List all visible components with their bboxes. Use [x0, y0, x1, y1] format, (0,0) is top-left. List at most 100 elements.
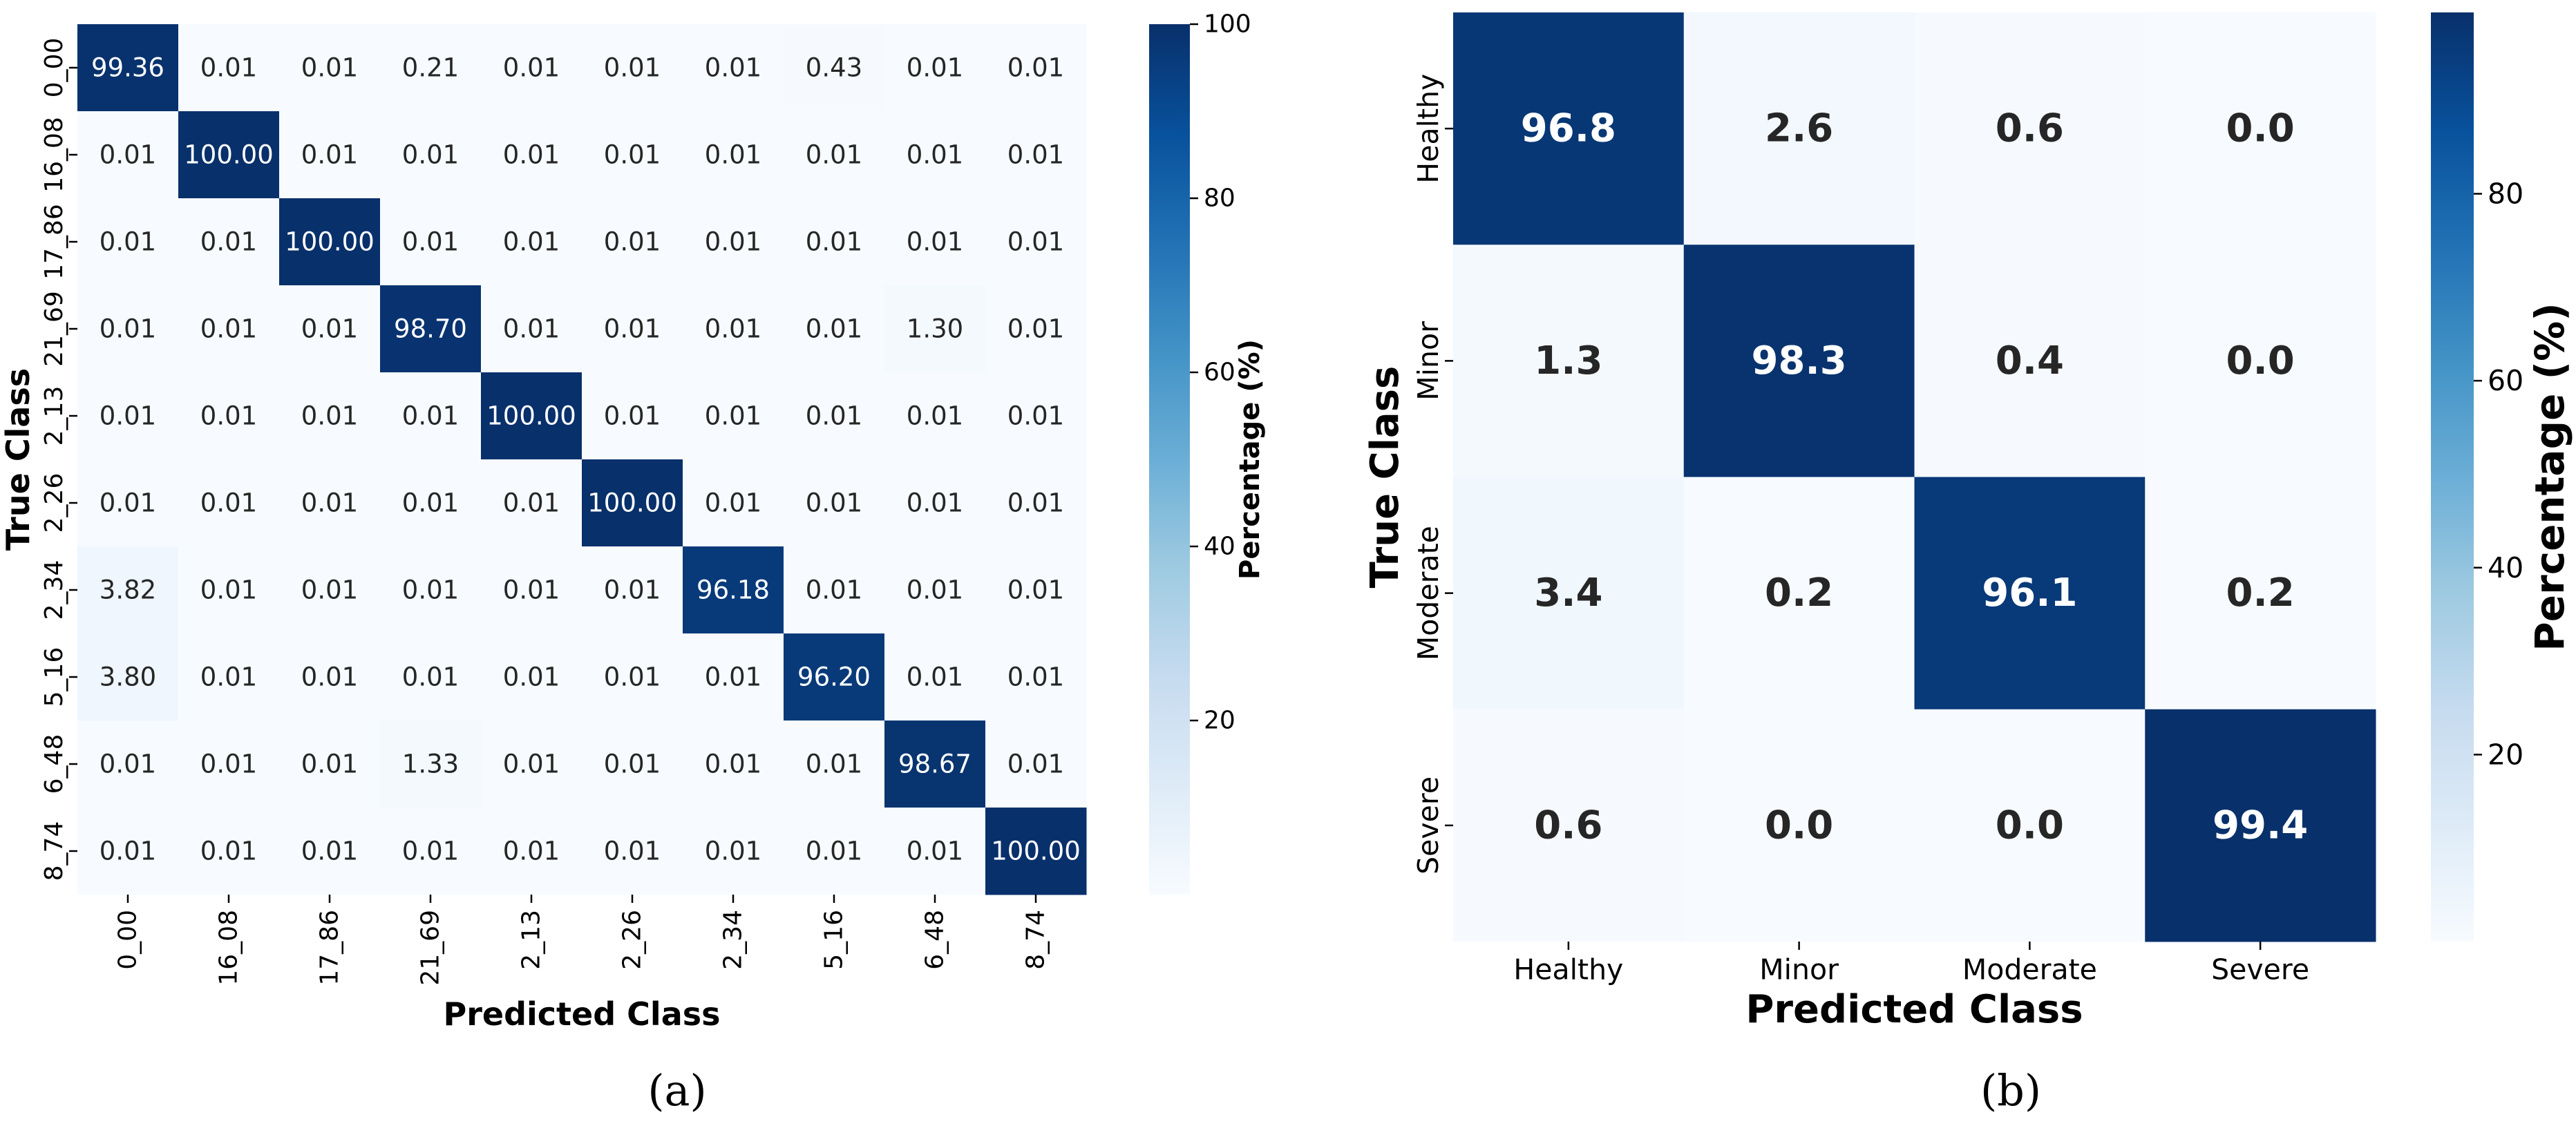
cell-value-label: 0.01 [1007, 750, 1064, 779]
heatmap-cell [1914, 245, 2146, 477]
heatmap-cell [279, 459, 381, 547]
colorbar [1149, 24, 1190, 895]
cell-value-label: 0.01 [402, 575, 459, 605]
y-tick-label: Minor [1412, 321, 1445, 401]
cell-value-label: 0.01 [705, 314, 761, 344]
heatmap-cell [1453, 477, 1685, 710]
heatmap-cell [1453, 245, 1685, 477]
heatmap-cell [784, 721, 885, 808]
heatmap-cell [985, 198, 1087, 286]
heatmap-cell [884, 372, 986, 460]
y-tick-label: 2_13 [40, 386, 68, 446]
cell-value-label: 0.01 [604, 837, 661, 866]
x-tick-label: Moderate [1962, 953, 2097, 986]
heatmap-cell [380, 285, 482, 373]
cell-value-label: 0.0 [1996, 803, 2064, 848]
cell-value-label: 0.0 [2226, 338, 2295, 383]
heatmap-cell [178, 372, 280, 460]
y-tick-label: 5_16 [40, 647, 68, 707]
cell-value-label: 0.01 [806, 488, 862, 518]
cell-value-label: 100.00 [184, 140, 273, 170]
cell-value-label: 0.01 [907, 662, 963, 692]
cell-value-label: 0.01 [301, 314, 358, 344]
y-tick-label: 6_48 [40, 734, 68, 794]
cell-value-label: 0.6 [1996, 106, 2064, 151]
heatmap-cell [481, 111, 583, 199]
cell-value-label: 0.01 [705, 227, 761, 257]
cell-value-label: 0.0 [2226, 106, 2295, 151]
heatmap-cell [279, 198, 381, 286]
heatmap-cell [279, 721, 381, 808]
cell-value-label: 2.6 [1765, 106, 1833, 151]
heatmap-cell [77, 546, 179, 634]
cell-value-label: 0.01 [503, 314, 560, 344]
cell-value-label: 0.01 [1007, 401, 1064, 431]
heatmap-cell [683, 633, 784, 721]
colorbar-label: Percentage (%) [1234, 339, 1266, 580]
heatmap-cell [2145, 12, 2376, 245]
cell-value-label: 0.01 [200, 662, 257, 692]
y-tick-label: Moderate [1412, 526, 1445, 660]
cell-value-label: 0.01 [806, 401, 862, 431]
cell-value-label: 0.01 [1007, 314, 1064, 344]
cell-value-label: 3.80 [100, 662, 156, 692]
x-tick-label: 16_08 [215, 910, 243, 986]
heatmap-cell [178, 808, 280, 895]
heatmap-cell [582, 24, 683, 112]
heatmap-cell [2145, 709, 2376, 942]
colorbar-tick-label: 100 [1204, 10, 1251, 39]
cell-value-label: 0.01 [604, 227, 661, 257]
cell-value-label: 0.01 [402, 140, 459, 170]
heatmap-cell [1453, 12, 1685, 245]
heatmap-cell [77, 459, 179, 547]
cell-value-label: 0.01 [200, 750, 257, 779]
x-tick-label: 0_00 [114, 910, 142, 970]
heatmap-cell [1683, 709, 1915, 942]
heatmap-cell [279, 285, 381, 373]
heatmap-cell [1683, 12, 1915, 245]
panel-caption: (a) [647, 1065, 706, 1116]
heatmap-cell [1914, 12, 2146, 245]
heatmap-cell [481, 808, 583, 895]
heatmap-cell [884, 111, 986, 199]
colorbar-tick-label: 40 [1204, 533, 1235, 561]
cell-value-label: 0.2 [1765, 571, 1833, 616]
heatmap-cell [683, 24, 784, 112]
cell-value-label: 0.01 [301, 53, 358, 83]
heatmap-cell [77, 808, 179, 895]
x-tick-label: 2_26 [618, 910, 647, 970]
cell-value-label: 3.4 [1534, 571, 1602, 616]
cell-value-label: 0.01 [402, 837, 459, 866]
cell-value-label: 0.01 [503, 140, 560, 170]
heatmap-cell [884, 24, 986, 112]
colorbar-tick-label: 60 [2488, 364, 2523, 397]
cell-value-label: 0.01 [806, 140, 862, 170]
cell-value-label: 0.01 [503, 837, 560, 866]
cell-value-label: 0.01 [604, 662, 661, 692]
heatmap-cell [178, 285, 280, 373]
heatmap-cell [279, 111, 381, 199]
cell-value-label: 1.3 [1534, 338, 1602, 383]
heatmap-cell [77, 24, 179, 112]
heatmap-cell [582, 633, 683, 721]
colorbar-tick-label: 80 [1204, 184, 1235, 213]
heatmap-cell [481, 285, 583, 373]
cell-value-label: 0.01 [907, 488, 963, 518]
cell-value-label: 0.01 [705, 140, 761, 170]
cell-value-label: 0.01 [100, 401, 156, 431]
heatmap-cell [77, 721, 179, 808]
heatmap-cell [481, 198, 583, 286]
heatmap-cell [784, 459, 885, 547]
heatmap-cell [380, 546, 482, 634]
cell-value-label: 3.82 [100, 575, 156, 605]
cell-value-label: 0.01 [200, 488, 257, 518]
x-tick-label: 6_48 [921, 910, 949, 970]
y-tick-label: 2_34 [40, 560, 68, 620]
heatmap-cell [380, 111, 482, 199]
cell-value-label: 0.01 [503, 488, 560, 518]
heatmap-cell [582, 721, 683, 808]
cell-value-label: 1.33 [402, 750, 459, 779]
cell-value-label: 0.01 [604, 314, 661, 344]
cell-value-label: 0.01 [301, 575, 358, 605]
cell-value-label: 0.21 [402, 53, 459, 83]
